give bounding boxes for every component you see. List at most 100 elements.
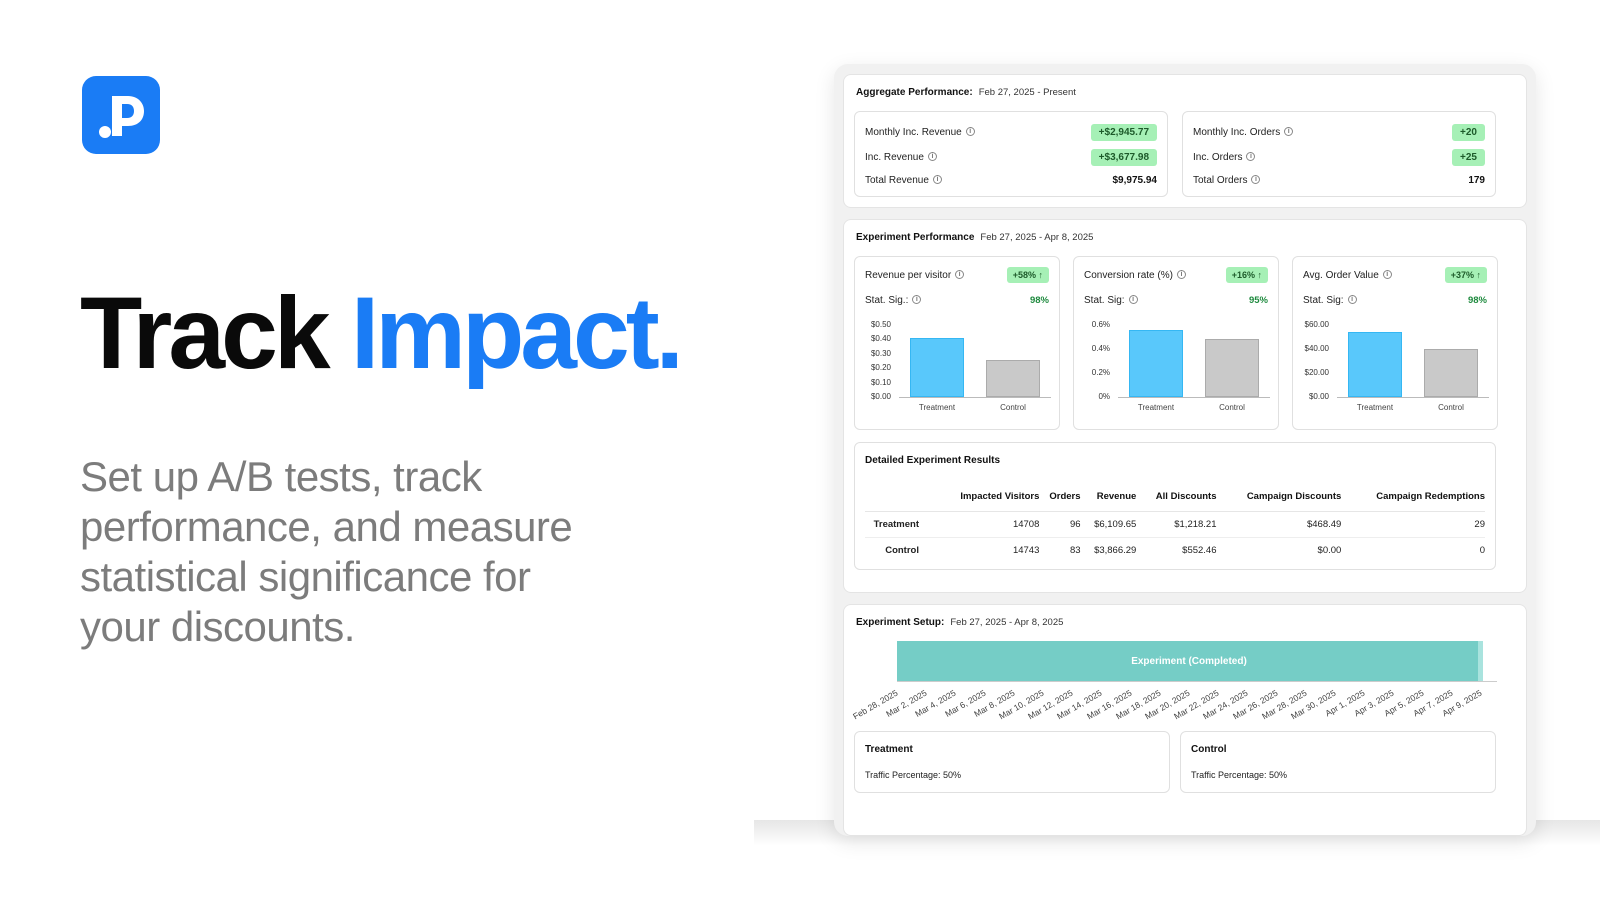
metric-header: Avg. Order Value i +37% ↑ (1303, 265, 1487, 285)
total-revenue-row: Total Revenue i $9,975.94 (865, 170, 1157, 190)
info-icon[interactable]: i (965, 127, 975, 137)
table-cell: $1,218.21 (1136, 511, 1217, 538)
stat-sig-value: 98% (1029, 294, 1049, 306)
bar-control[interactable] (1424, 349, 1478, 397)
variant-name: Treatment (865, 744, 913, 755)
variant-traffic: Traffic Percentage: 50% (865, 770, 962, 780)
x-axis-line (1118, 397, 1270, 398)
table-header: Impacted Visitors (935, 483, 1040, 512)
headline-word-track: Track (80, 276, 331, 390)
info-icon[interactable]: i (927, 152, 937, 162)
orders-summary-card: Monthly Inc. Orders i +20 Inc. Orders i +2… (1182, 111, 1496, 197)
variant-card-control: Control Traffic Percentage: 50% (1180, 731, 1496, 793)
bar-treatment[interactable] (1129, 330, 1183, 397)
y-tick-label: $60.00 (1304, 320, 1329, 329)
timeline-axis (897, 681, 1497, 682)
table-cell: $468.49 (1216, 511, 1342, 538)
experiment-date-range: Feb 27, 2025 - Apr 8, 2025 (980, 232, 1094, 243)
lift-badge: +37% ↑ (1444, 267, 1487, 283)
y-tick-label: 0.4% (1091, 344, 1110, 353)
revenue-summary-card: Monthly Inc. Revenue i +$2,945.77 Inc. Re… (854, 111, 1168, 197)
info-icon[interactable]: i (1176, 270, 1186, 280)
bar-chart-avg-order-value: $60.00 $40.00 $20.00 $0.00 Treatment Control (1293, 317, 1499, 427)
y-tick-label: $0.30 (870, 348, 891, 358)
x-tick-label: Control (1219, 403, 1245, 412)
table-cell: $3,866.29 (1094, 544, 1137, 556)
table-header-row: Impacted Visitors Orders Revenue All Dis… (865, 483, 1485, 512)
setup-date-range: Feb 27, 2025 - Apr 8, 2025 (950, 617, 1064, 628)
bar-chart-revenue-per-visitor: $0.50 $0.40 $0.30 $0.20 $0.10 $0.00 Treatment C… (855, 317, 1061, 427)
metric-label: Revenue per visitor (865, 269, 952, 281)
table-header-blank (865, 483, 935, 512)
detailed-results-card: Detailed Experiment Results Impacted Vis… (854, 442, 1496, 570)
bar-control[interactable] (1205, 339, 1259, 397)
hero-subtitle: Set up A/B tests, track performance, and… (80, 453, 573, 650)
variant-name: Control (1191, 744, 1227, 755)
music-note-p-logo-icon (99, 96, 144, 138)
y-tick-label: $0.50 (870, 320, 891, 329)
bar-treatment[interactable] (1348, 331, 1402, 397)
stat-sig-value: 98% (1467, 294, 1487, 306)
metric-header: Revenue per visitor i +58% ↑ (865, 265, 1049, 285)
y-tick-label: $0.00 (870, 392, 891, 401)
metric-value: 179 (1468, 174, 1485, 186)
hero-headline: Track Impact. (80, 282, 684, 384)
metric-card-avg-order-value: Avg. Order Value i +37% ↑ Stat. Sig: i 98%… (1292, 256, 1498, 430)
dashboard-window: Aggregate Performance: Feb 27, 2025 - Pre… (834, 64, 1536, 836)
variant-card-treatment: Treatment Traffic Percentage: 50% (854, 731, 1170, 793)
aggregate-title-label: Aggregate Performance: (856, 87, 973, 98)
app-logo (82, 76, 160, 154)
table-cell: $0.00 (1317, 544, 1342, 556)
x-axis-line (1337, 397, 1489, 398)
table-header: Campaign Discounts (1216, 483, 1342, 512)
info-icon[interactable]: i (1347, 295, 1357, 305)
stat-sig-label: Stat. Sig: (1303, 294, 1344, 306)
bar-chart-conversion-rate: 0.6% 0.4% 0.2% 0% Treatment Control (1074, 317, 1280, 427)
table-cell: 96 (1039, 511, 1081, 538)
timeline-bar-label: Experiment (Completed) (1131, 655, 1247, 667)
setup-title-label: Experiment Setup: (856, 617, 945, 628)
x-tick-label: Treatment (1356, 403, 1394, 412)
experiment-timeline-bar[interactable]: Experiment (Completed) (897, 641, 1481, 681)
info-icon[interactable]: i (955, 270, 965, 280)
lift-badge: +16% ↑ (1225, 267, 1268, 283)
inc-revenue-row: Inc. Revenue i +$3,677.98 (865, 147, 1157, 167)
lift-badge: +58% ↑ (1006, 267, 1049, 283)
y-tick-label: 0.2% (1091, 368, 1110, 377)
experiment-setup-panel: Experiment Setup: Feb 27, 2025 - Apr 8, 2… (843, 604, 1527, 836)
metric-label: Monthly Inc. Revenue (865, 126, 962, 138)
info-icon[interactable]: i (1284, 127, 1294, 137)
aggregate-date-range: Feb 27, 2025 - Present (978, 87, 1076, 98)
metric-value: +$3,677.98 (1090, 148, 1157, 166)
monthly-inc-revenue-row: Monthly Inc. Revenue i +$2,945.77 (865, 122, 1157, 142)
metric-label: Total Orders (1193, 174, 1248, 186)
info-icon[interactable]: i (932, 175, 942, 185)
x-tick-label: Treatment (918, 403, 956, 412)
info-icon[interactable]: i (1251, 175, 1261, 185)
table-cell: 0 (1479, 544, 1485, 556)
y-tick-label: 0.6% (1091, 320, 1110, 329)
inc-orders-row: Inc. Orders i +25 (1193, 147, 1485, 167)
info-icon[interactable]: i (1246, 152, 1256, 162)
experiment-title-label: Experiment Performance (856, 232, 975, 243)
metric-header: Conversion rate (%) i +16% ↑ (1084, 265, 1268, 285)
x-tick-label: Control (1438, 403, 1464, 412)
bar-control[interactable] (986, 359, 1040, 397)
bar-treatment[interactable] (910, 337, 964, 397)
row-label: Treatment (865, 511, 935, 538)
info-icon[interactable]: i (1128, 295, 1138, 305)
info-icon[interactable]: i (1382, 270, 1392, 280)
info-icon[interactable]: i (912, 295, 922, 305)
results-table: Impacted Visitors Orders Revenue All Dis… (865, 483, 1485, 563)
timeline-bar-end (1478, 641, 1483, 681)
variant-traffic: Traffic Percentage: 50% (1191, 770, 1288, 780)
x-tick-label: Control (1000, 403, 1026, 412)
total-orders-row: Total Orders i 179 (1193, 170, 1485, 190)
table-header: Orders (1039, 483, 1081, 512)
setup-title: Experiment Setup: Feb 27, 2025 - Apr 8, 2… (856, 617, 1063, 628)
metric-value: $9,975.94 (1112, 174, 1158, 186)
table-cell: 83 (1069, 544, 1081, 556)
metric-label: Total Revenue (865, 174, 929, 186)
detailed-results-title: Detailed Experiment Results (865, 455, 1001, 466)
monthly-inc-orders-row: Monthly Inc. Orders i +20 (1193, 122, 1485, 142)
